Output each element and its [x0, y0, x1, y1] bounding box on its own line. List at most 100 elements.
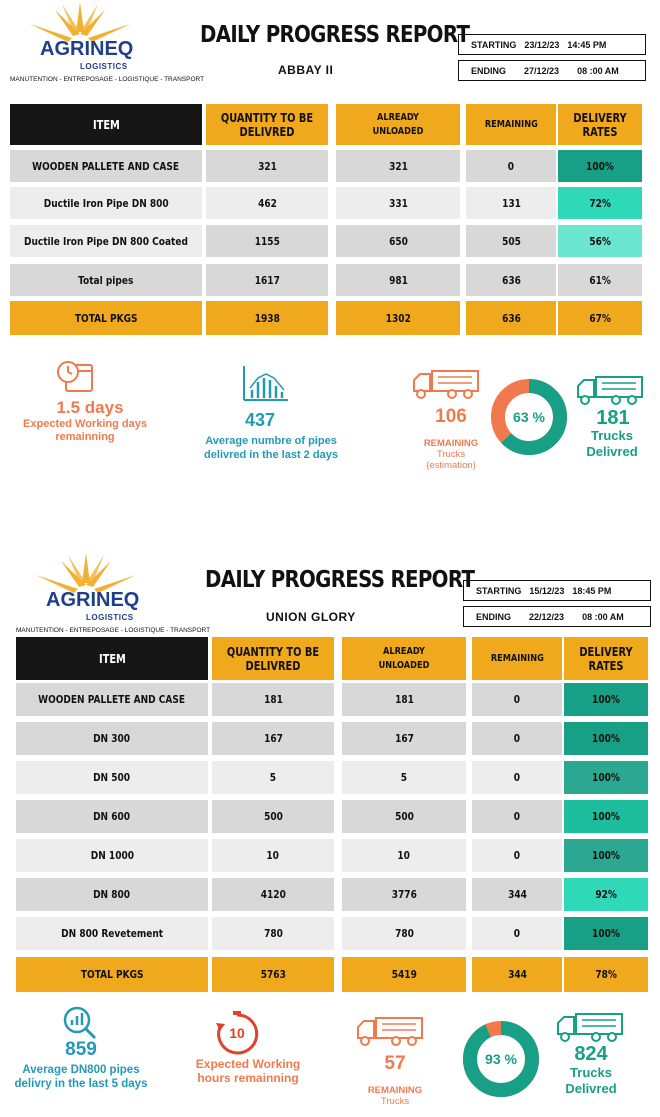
table-cell: 1155 — [206, 225, 328, 257]
company-tagline: MANUTENTION - ENTREPOSAGE - LOGISTIQUE -… — [16, 627, 211, 634]
vessel-name: ABBAY II — [278, 63, 334, 77]
kpi-avg-value: 859 — [65, 1039, 97, 1060]
table-cell: 5419 — [342, 957, 466, 992]
starting-time: 14:45 PM — [567, 39, 607, 50]
report-title: DAILY PROGRESS REPORT — [200, 22, 470, 48]
table-cell: 92% — [564, 878, 648, 911]
company-logo: AGRINEQ LOGISTICS MANUTENTION - ENTREPOS… — [10, 2, 220, 87]
table-cell: 0 — [472, 761, 562, 794]
table-cell: 100% — [564, 722, 648, 755]
table-cell: 181 — [212, 683, 334, 716]
table-cell: 72% — [558, 187, 642, 219]
report-title: DAILY PROGRESS REPORT — [205, 567, 475, 593]
table-header: ITEM QUANTITY TO BE DELIVRED ALREADY UNL… — [10, 104, 648, 145]
kpi-avg-label: Average numbre of pipes delivred in the … — [204, 435, 338, 461]
col-remaining: REMAINING — [466, 104, 556, 145]
table-cell: 78% — [564, 957, 648, 992]
kpi-days-value: 1.5 days — [56, 398, 124, 417]
kpi-hours-label: Expected Working hours remainning — [195, 1057, 301, 1085]
table-cell: 131 — [466, 187, 556, 219]
table-cell: 780 — [212, 917, 334, 950]
table-cell: 1617 — [206, 264, 328, 296]
starting-time: 18:45 PM — [572, 585, 612, 596]
table-cell: TOTAL PKGS — [10, 301, 202, 335]
ending-label: ENDING — [476, 611, 512, 622]
starting-date: 23/12/23 — [524, 39, 560, 50]
starting-date: 15/12/23 — [529, 585, 565, 596]
table-cell: 1938 — [206, 301, 328, 335]
report-union-glory: AGRINEQ LOGISTICS MANUTENTION - ENTREPOS… — [0, 545, 660, 1117]
calendar-clock-icon — [57, 361, 93, 392]
col-rate: DELIVERY RATES — [564, 637, 648, 680]
table-cell: Ductile Iron Pipe DN 800 — [10, 187, 202, 219]
ending-box: ENDING 22/12/23 08 :00 AM — [463, 606, 651, 627]
company-brand: AGRINEQ — [46, 589, 140, 611]
table-cell: DN 600 — [16, 800, 208, 833]
sunburst-logo-icon — [36, 553, 136, 593]
truck-icon — [413, 370, 479, 399]
table-cell: DN 800 Revetement — [16, 917, 208, 950]
starting-label: STARTING — [471, 39, 517, 50]
donut-value: 93 % — [485, 1051, 517, 1067]
table-row: Ductile Iron Pipe DN 800 462 331 131 72% — [10, 187, 648, 219]
sunburst-logo-icon — [30, 2, 130, 42]
table-cell: DN 500 — [16, 761, 208, 794]
bar-chart-icon — [243, 366, 288, 401]
table-cell: 167 — [212, 722, 334, 755]
table-cell: 0 — [472, 917, 562, 950]
ending-label: ENDING — [471, 65, 507, 76]
kpi-hours-value: 10 — [229, 1025, 245, 1041]
report-abbay: AGRINEQ LOGISTICS MANUTENTION - ENTREPOS… — [0, 0, 660, 540]
stopwatch-icon — [216, 1011, 259, 1055]
col-unloaded: ALREADY UNLOADED — [342, 637, 466, 680]
table-cell: 61% — [558, 264, 642, 296]
table-cell: 10 — [212, 839, 334, 872]
table-cell: 981 — [336, 264, 460, 296]
company-sub: LOGISTICS — [80, 62, 128, 71]
table-cell: 500 — [212, 800, 334, 833]
table-cell: 780 — [342, 917, 466, 950]
ending-box: ENDING 27/12/23 08 :00 AM — [458, 60, 646, 81]
col-rate: DELIVERY RATES — [558, 104, 642, 145]
kpi-remaining-trucks-label: REMAINING Trucks (estimation) — [423, 438, 479, 471]
table-cell: 67% — [558, 301, 642, 335]
table-cell: WOODEN PALLETE AND CASE — [16, 683, 208, 716]
kpi-delivered-value: 181 — [596, 407, 630, 429]
donut-arc — [463, 1021, 539, 1097]
vessel-name: UNION GLORY — [266, 610, 356, 624]
table-cell: Ductile Iron Pipe DN 800 Coated — [10, 225, 202, 257]
table-cell: Total pipes — [10, 264, 202, 296]
table-row: DN 800 4120 3776 344 92% — [16, 878, 654, 911]
table-cell: 344 — [472, 878, 562, 911]
table-cell: 500 — [342, 800, 466, 833]
company-logo: AGRINEQ LOGISTICS MANUTENTION - ENTREPOS… — [16, 553, 226, 638]
table-cell: 0 — [472, 722, 562, 755]
table-cell: 167 — [342, 722, 466, 755]
table-row: DN 1000 10 10 0 100% — [16, 839, 654, 872]
table-cell: 100% — [564, 800, 648, 833]
table-cell: 650 — [336, 225, 460, 257]
table-cell: 636 — [466, 301, 556, 335]
table-cell: DN 800 — [16, 878, 208, 911]
table-cell: 321 — [206, 150, 328, 182]
donut-arc — [491, 379, 567, 455]
table-cell: 0 — [472, 839, 562, 872]
donut-chart — [463, 1021, 539, 1097]
truck-icon — [357, 1017, 423, 1046]
col-unloaded: ALREADY UNLOADED — [336, 104, 460, 145]
ending-date: 22/12/23 — [529, 611, 565, 622]
table-cell: 100% — [564, 839, 648, 872]
kpi-remaining-trucks-value: 57 — [384, 1053, 406, 1074]
table-cell: 5 — [342, 761, 466, 794]
table-cell: 321 — [336, 150, 460, 182]
table-cell: 3776 — [342, 878, 466, 911]
table-cell: 1302 — [336, 301, 460, 335]
ending-time: 08 :00 AM — [577, 65, 619, 76]
kpi-avg-label: Average DN800 pipes delivry in the last … — [14, 1064, 148, 1090]
table-cell: TOTAL PKGS — [16, 957, 208, 992]
table-cell: 636 — [466, 264, 556, 296]
starting-box: STARTING 23/12/23 14:45 PM — [458, 34, 646, 55]
col-qty: QUANTITY TO BE DELIVRED — [206, 104, 328, 145]
table-row: WOODEN PALLETE AND CASE 181 181 0 100% — [16, 683, 654, 716]
table-cell: 100% — [558, 150, 642, 182]
